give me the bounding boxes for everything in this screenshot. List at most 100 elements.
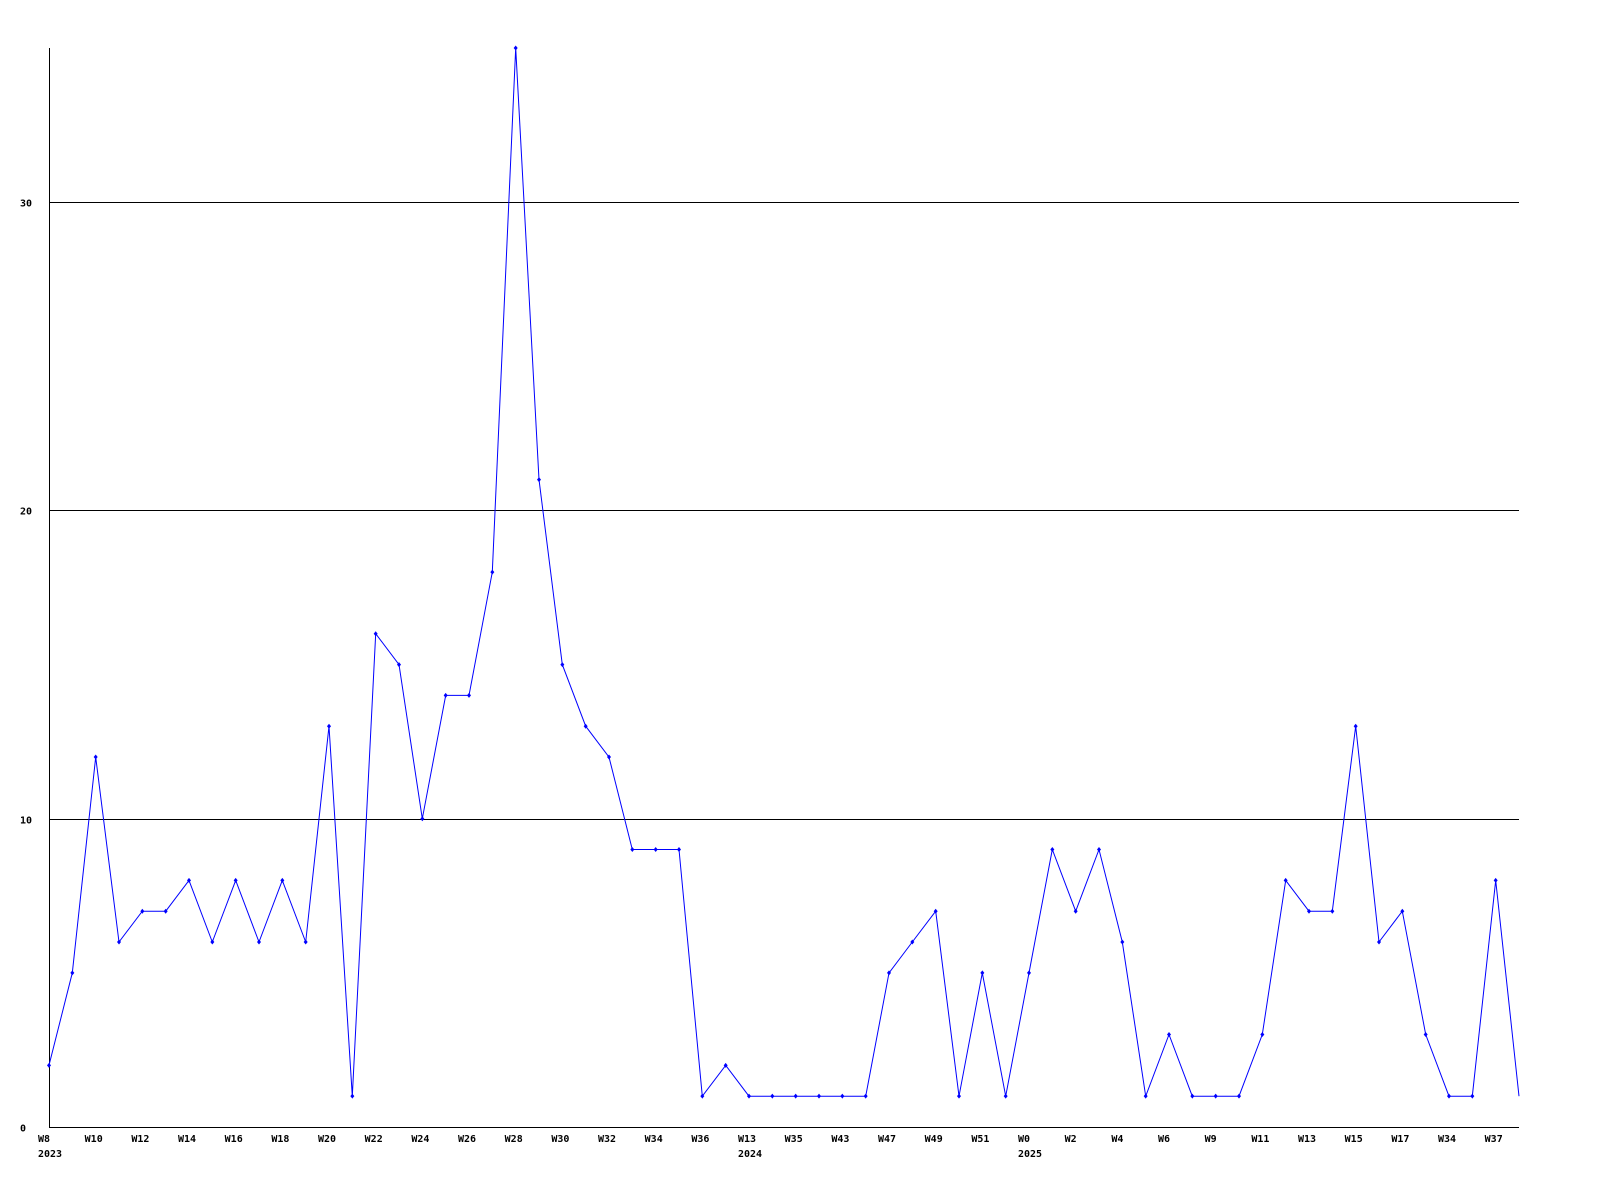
data-point [910,939,915,945]
data-point [1377,939,1381,945]
data-point [1213,1093,1218,1099]
data-point [187,877,191,883]
data-point [210,939,215,945]
data-point [513,45,518,51]
data-point [677,847,681,853]
data-point [980,970,985,976]
data-point [1260,1032,1265,1038]
data-point [1447,1093,1451,1099]
data-point [1003,1093,1008,1099]
data-point [583,723,588,729]
data-point [443,692,448,698]
x-tick-label: W6 [1158,1134,1170,1145]
x-tick-label: W15 [1345,1134,1363,1145]
data-point [420,816,425,822]
data-point [747,1093,751,1099]
data-point [1097,847,1101,853]
data-point [280,877,285,883]
data-point [467,692,471,698]
x-tick-label: W16 [225,1134,243,1145]
data-point [793,1093,798,1099]
data-point [163,908,168,914]
x-tick-label: W22 [365,1134,383,1145]
x-tick-label: W30 [551,1134,569,1145]
y-tick-label: 10 [20,816,32,827]
data-point [1027,970,1031,976]
x-tick-label: W9 [1205,1134,1217,1145]
x-tick-label: W43 [831,1134,849,1145]
data-point [1400,908,1405,914]
data-point [723,1062,728,1068]
x-tick-label: W35 [785,1134,803,1145]
data-point [933,908,938,914]
data-point [117,939,121,945]
x-tick-label: W17 [1391,1134,1409,1145]
series-line [48,47,1520,1099]
x-tick-label: W24 [411,1134,429,1145]
x-tick-label: W0 [1018,1134,1030,1145]
x-tick-label: W32 [598,1134,616,1145]
x-tick-label: W11 [1251,1134,1269,1145]
data-point [233,877,238,883]
data-point [303,939,308,945]
data-point [1330,908,1335,914]
data-point [1307,908,1311,914]
data-point [1353,723,1358,729]
data-point [630,847,635,853]
y-tick-label: 0 [20,1124,26,1135]
x-tick-label: W34 [1438,1134,1456,1145]
x-tick-label: W28 [505,1134,523,1145]
data-point [957,1093,961,1099]
x-tick-label: W12 [131,1134,149,1145]
x-tick-label: W14 [178,1134,196,1145]
data-point [140,908,145,914]
data-point [1073,908,1078,914]
x-tick-label: W20 [318,1134,336,1145]
x-tick-label: W4 [1111,1134,1123,1145]
data-point [47,1062,51,1068]
x-tick-label: W13 [738,1134,756,1145]
x-tick-label: W18 [271,1134,289,1145]
data-point [350,1093,355,1099]
data-point [1237,1093,1241,1099]
x-tick-label: W34 [645,1134,663,1145]
x-tick-label: W47 [878,1134,896,1145]
data-point [1143,1093,1148,1099]
x-tick-label: W8 [38,1134,50,1145]
data-point [817,1093,821,1099]
y-tick-label: 20 [20,507,32,518]
x-tick-label: W13 [1298,1134,1316,1145]
data-point [70,970,75,976]
data-point [93,754,98,760]
data-point [653,847,658,853]
x-tick-label: W36 [691,1134,709,1145]
y-tick-label: 30 [20,199,32,210]
data-point [700,1093,705,1099]
data-point [397,662,401,668]
data-point [327,723,331,729]
x-tick-label: W2 [1065,1134,1077,1145]
x-year-label: 2025 [1018,1149,1042,1160]
data-point [1283,877,1288,883]
data-point [1120,939,1125,945]
x-tick-label: W37 [1485,1134,1503,1145]
data-point [560,662,565,668]
data-point [1470,1093,1475,1099]
data-point [840,1093,845,1099]
x-tick-label: W10 [85,1134,103,1145]
x-tick-label: W49 [925,1134,943,1145]
data-point [1423,1032,1428,1038]
data-point [1493,877,1498,883]
data-point [770,1093,775,1099]
data-point [537,477,541,483]
x-year-label: 2024 [738,1149,762,1160]
data-point [490,569,495,575]
x-year-label: 2023 [38,1149,62,1160]
data-point [1050,847,1055,853]
x-tick-label: W51 [971,1134,989,1145]
data-point [373,631,378,637]
data-point [1190,1093,1195,1099]
data-point [1167,1032,1171,1038]
data-point [887,970,891,976]
